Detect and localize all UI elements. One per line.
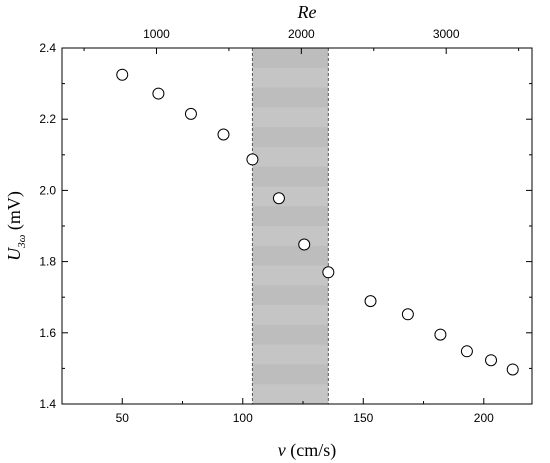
data-point — [434, 328, 447, 341]
y-axis-unit: (mV) — [4, 191, 25, 235]
shaded-region-band — [252, 107, 329, 128]
data-point — [246, 153, 259, 166]
top-tick-label: 3000 — [433, 27, 460, 41]
shaded-region-band — [252, 146, 329, 167]
data-point — [364, 295, 377, 308]
data-point — [506, 363, 519, 376]
y-tick-labels: 1.4 1.6 1.8 2.0 2.2 2.4 — [39, 41, 56, 411]
data-point — [152, 87, 165, 100]
shaded-transition-region — [251, 48, 329, 404]
x-tick-label: 200 — [474, 411, 494, 425]
top-tick-labels: 1000 2000 3000 — [143, 27, 460, 41]
x-tick-labels: 50 100 150 200 — [116, 411, 495, 425]
shaded-region-band — [252, 186, 329, 207]
x-axis-unit: (cm/s) — [286, 440, 336, 461]
y-tick-label: 2.4 — [39, 41, 56, 55]
data-point — [116, 68, 129, 81]
x-axis-label: v (cm/s) — [278, 440, 336, 461]
y-tick-label: 2.2 — [39, 112, 56, 126]
y-tick-label: 2.0 — [39, 183, 56, 197]
shaded-region-band — [252, 226, 329, 246]
y-tick-label: 1.4 — [39, 397, 56, 411]
data-point — [322, 266, 335, 279]
shaded-region-band — [252, 67, 329, 88]
shaded-region-band — [252, 344, 329, 365]
x-tick-label: 100 — [233, 411, 253, 425]
top-tick-label: 1000 — [143, 27, 170, 41]
shaded-region-fill — [252, 48, 329, 404]
data-point — [184, 107, 197, 120]
x-axis-symbol: v — [278, 440, 286, 460]
data-point — [485, 354, 498, 367]
data-point — [272, 192, 285, 205]
y-axis-symbol: U — [4, 247, 24, 261]
shaded-region-band — [252, 305, 329, 325]
shaded-region-band — [252, 265, 329, 286]
y-axis-subscript: 3ω — [16, 234, 28, 249]
data-point — [401, 308, 414, 321]
top-axis-label: Re — [297, 2, 317, 22]
y-tick-label: 1.8 — [39, 255, 56, 269]
data-point — [460, 345, 473, 358]
shaded-region-band — [252, 384, 329, 404]
data-points — [116, 68, 519, 376]
data-point — [217, 128, 230, 141]
y-axis-label: U3ω (mV) — [4, 191, 28, 261]
x-tick-label: 150 — [353, 411, 373, 425]
top-tick-label: 2000 — [288, 27, 315, 41]
data-point — [298, 238, 311, 251]
y-tick-label: 1.6 — [39, 326, 56, 340]
x-tick-label: 50 — [116, 411, 130, 425]
plot-frame — [61, 47, 533, 405]
